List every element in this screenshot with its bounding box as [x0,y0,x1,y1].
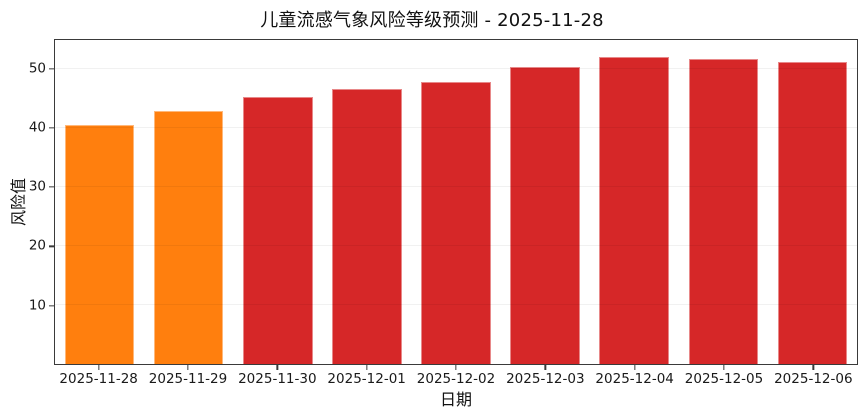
x-tick-mark-2025-12-04 [634,365,636,370]
bar-2025-12-04 [599,57,669,364]
x-tick-mark-2025-11-30 [276,365,278,370]
y-tick-label-50: 50 [28,59,46,76]
gridline-y-50 [55,68,857,70]
gridline-y-10 [55,304,857,306]
bars [55,40,857,364]
gridline-y-30 [55,186,857,188]
x-tick-mark-2025-11-29 [187,365,189,370]
x-tick-label-2025-11-30: 2025-11-30 [238,371,317,387]
y-tick-label-30: 30 [28,178,46,195]
gridline-y-40 [55,127,857,129]
x-tick-mark-2025-11-28 [98,365,100,370]
gridline-y-20 [55,245,857,247]
x-tick-label-2025-12-04: 2025-12-04 [595,371,674,387]
bar-2025-11-30 [243,96,313,364]
y-tick-mark-30 [49,186,54,188]
bar-2025-11-29 [153,110,224,364]
bar-slot [144,40,233,364]
bar-2025-12-03 [510,66,580,364]
y-tick-mark-50 [49,67,54,70]
bar-slot [233,40,322,364]
plot-area [54,39,858,365]
bar-slot [501,40,590,364]
y-tick-mark-10 [49,305,54,307]
x-tick-label-2025-11-28: 2025-11-28 [59,371,138,387]
x-tick-mark-2025-12-01 [366,365,368,370]
x-axis-label: 日期 [439,390,472,409]
y-tick-label-10: 10 [28,296,46,313]
y-tick-mark-20 [49,245,54,248]
bar-2025-12-05 [688,58,759,364]
x-tick-label-2025-11-29: 2025-11-29 [148,371,228,387]
x-tick-label-2025-12-03: 2025-12-03 [506,371,585,387]
bar-slot [411,40,500,364]
bar-2025-12-06 [777,62,848,364]
x-tick-label-2025-12-02: 2025-12-02 [416,371,496,387]
x-tick-mark-2025-12-03 [544,365,546,370]
x-tick-mark-2025-12-05 [723,365,725,370]
bar-slot [55,40,144,364]
y-tick-label-40: 40 [28,119,46,136]
bar-2025-11-28 [64,125,135,364]
bar-2025-12-01 [332,89,402,364]
x-tick-label-2025-12-06: 2025-12-06 [774,371,853,387]
y-tick-mark-40 [49,127,54,129]
bar-slot [679,40,768,364]
bar-2025-12-02 [421,82,491,364]
bar-slot [768,40,857,364]
x-tick-mark-2025-12-02 [455,365,457,370]
y-tick-label-20: 20 [28,237,46,254]
x-tick-mark-2025-12-06 [812,365,814,370]
bar-slot [590,40,679,364]
x-tick-label-2025-12-01: 2025-12-01 [327,371,406,387]
x-tick-label-2025-12-05: 2025-12-05 [684,371,764,387]
chart-title: 儿童流感气象风险等级预测 - 2025-11-28 [260,10,604,31]
bar-slot [322,40,411,364]
